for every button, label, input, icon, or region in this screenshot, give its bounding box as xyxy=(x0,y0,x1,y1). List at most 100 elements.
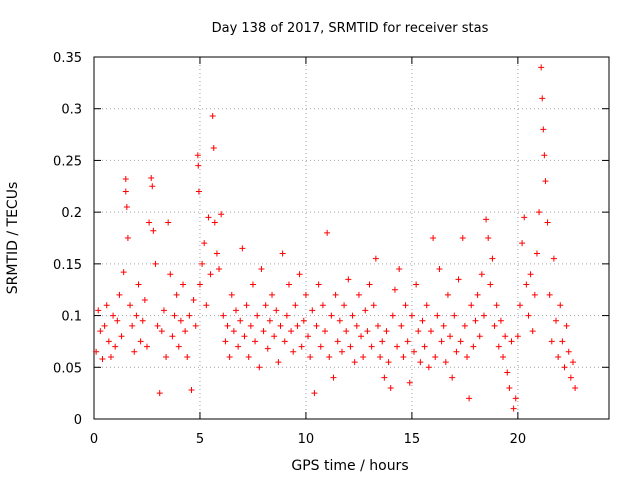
data-point xyxy=(177,317,184,324)
data-point xyxy=(427,328,434,335)
y-tick-label: 0.3 xyxy=(61,103,82,118)
data-point xyxy=(285,281,292,288)
data-point xyxy=(226,353,233,360)
data-point xyxy=(430,235,437,241)
data-point xyxy=(385,359,392,366)
data-point xyxy=(464,353,471,360)
data-point xyxy=(205,214,212,221)
data-point xyxy=(368,343,375,350)
y-tick-label: 0.2 xyxy=(61,206,82,221)
data-point xyxy=(336,317,343,324)
data-point xyxy=(444,291,451,298)
data-point xyxy=(387,384,394,391)
data-point xyxy=(413,281,420,288)
y-tick-label: 0 xyxy=(74,413,82,428)
data-point xyxy=(99,356,106,363)
data-point xyxy=(425,364,432,371)
data-point xyxy=(544,219,551,226)
data-point xyxy=(220,312,227,319)
data-point xyxy=(122,188,129,195)
data-point xyxy=(309,307,316,314)
data-point xyxy=(400,353,407,360)
data-point xyxy=(305,333,312,340)
data-point xyxy=(419,317,426,324)
data-point xyxy=(103,302,110,309)
data-point xyxy=(353,322,360,329)
data-point xyxy=(358,333,365,340)
data-point xyxy=(232,307,239,314)
data-point xyxy=(269,291,276,298)
data-point xyxy=(283,312,290,319)
data-point xyxy=(459,235,466,241)
data-point xyxy=(101,322,108,329)
data-point xyxy=(124,235,131,241)
data-point xyxy=(150,227,157,234)
data-point xyxy=(169,333,176,340)
data-point xyxy=(529,328,536,335)
data-point xyxy=(190,297,197,304)
data-point xyxy=(243,302,250,309)
data-point xyxy=(184,353,191,360)
data-point xyxy=(565,348,572,355)
data-point xyxy=(436,266,443,273)
data-point xyxy=(123,203,130,210)
data-point xyxy=(478,271,485,278)
data-point xyxy=(156,390,163,397)
data-point xyxy=(533,250,540,257)
data-point xyxy=(485,235,492,241)
data-point xyxy=(195,162,202,169)
data-point xyxy=(502,333,509,340)
data-point xyxy=(491,322,498,329)
data-point xyxy=(472,317,479,324)
data-point xyxy=(411,348,418,355)
axis-ticks xyxy=(93,56,609,420)
data-point xyxy=(527,271,534,278)
data-point xyxy=(525,312,532,319)
data-point xyxy=(408,312,415,319)
data-point xyxy=(313,322,320,329)
data-point xyxy=(256,364,263,371)
data-point xyxy=(421,343,428,350)
data-point xyxy=(355,291,362,298)
data-point xyxy=(440,322,447,329)
data-point xyxy=(218,211,225,218)
data-point xyxy=(203,302,210,309)
y-tick-label: 0.35 xyxy=(53,51,82,66)
data-point xyxy=(447,333,454,340)
data-point xyxy=(264,345,271,352)
data-point xyxy=(213,250,220,257)
data-point xyxy=(372,255,379,262)
data-point xyxy=(315,281,322,288)
data-point xyxy=(245,353,252,360)
data-point xyxy=(97,328,104,335)
data-point xyxy=(508,338,515,345)
data-point xyxy=(495,343,502,350)
x-tick-label: 0 xyxy=(90,432,98,447)
data-point xyxy=(129,322,136,329)
data-point xyxy=(536,209,543,216)
data-point xyxy=(254,312,261,319)
data-point xyxy=(152,260,159,267)
y-tick-label: 0.1 xyxy=(61,310,82,325)
data-point xyxy=(493,302,500,309)
data-point xyxy=(317,343,324,350)
data-point xyxy=(252,338,259,345)
data-point xyxy=(538,64,545,71)
data-point xyxy=(434,312,441,319)
data-point xyxy=(186,312,193,319)
data-point xyxy=(107,353,114,360)
data-point xyxy=(127,302,134,309)
x-tick-label: 10 xyxy=(298,432,315,447)
data-point xyxy=(550,255,557,262)
data-point xyxy=(158,328,165,335)
data-point xyxy=(201,240,208,247)
data-point xyxy=(210,145,217,152)
data-point xyxy=(326,353,333,360)
data-point xyxy=(141,297,148,304)
data-point xyxy=(341,302,348,309)
data-point xyxy=(569,359,576,366)
data-point xyxy=(241,333,248,340)
data-point xyxy=(273,307,280,314)
data-point xyxy=(523,281,530,288)
